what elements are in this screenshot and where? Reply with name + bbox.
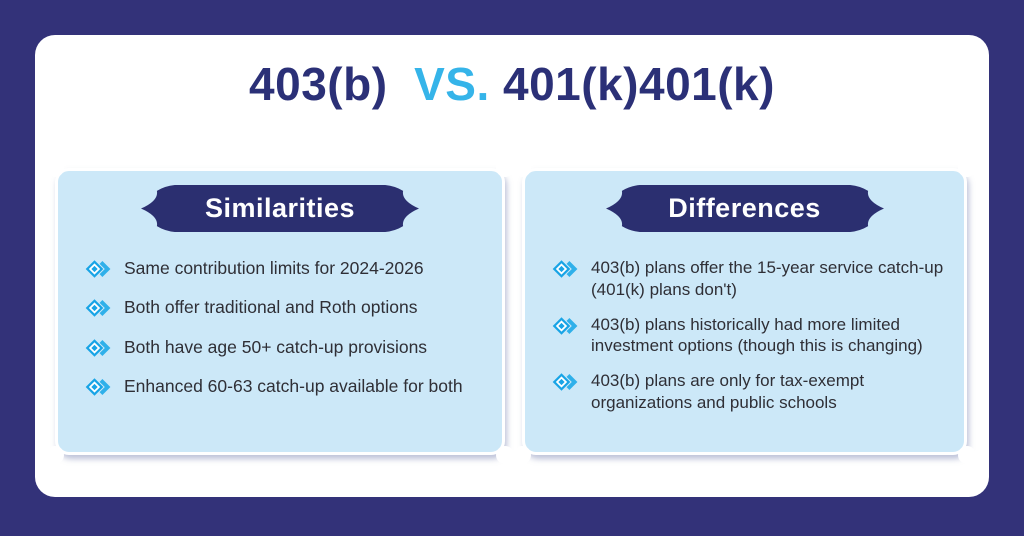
list-item: 403(b) plans offer the 15-year service c… [552, 257, 952, 301]
similarities-panel: Similarities Same contribution limits fo… [46, 159, 514, 464]
diamond-arrow-icon [85, 378, 111, 396]
diamond-arrow-icon [552, 373, 578, 391]
list-item: 403(b) plans are only for tax-exempt org… [552, 370, 952, 414]
list-item-text: Enhanced 60-63 catch-up available for bo… [124, 376, 463, 397]
differences-ribbon: Differences [605, 185, 884, 232]
corner-notch [496, 446, 514, 464]
differences-list: 403(b) plans offer the 15-year service c… [552, 257, 952, 427]
title-right-plan-text: 401(k) [638, 58, 775, 110]
list-item-text: 403(b) plans offer the 15-year service c… [591, 258, 944, 299]
title-vs-text: VS. [414, 58, 490, 110]
diamond-arrow-icon [552, 316, 578, 335]
list-item-text: Both have age 50+ catch-up provisions [124, 336, 428, 357]
list-item: Enhanced 60-63 catch-up available for bo… [85, 375, 490, 397]
list-item-text: 403(b) plans are only for tax-exempt org… [591, 371, 865, 412]
corner-notch [958, 159, 976, 177]
similarities-list: Same contribution limits for 2024-2026 B… [85, 257, 490, 415]
title-left-plan: 403(b) [249, 58, 388, 110]
corner-notch [958, 446, 976, 464]
corner-notch [513, 446, 531, 464]
corner-notch [496, 159, 514, 177]
list-item-text: 403(b) plans historically had more limit… [591, 314, 923, 356]
list-item: Both offer traditional and Roth options [85, 296, 490, 318]
list-item: Same contribution limits for 2024-2026 [85, 257, 490, 279]
differences-header: Differences [668, 193, 821, 223]
diamond-arrow-icon [85, 260, 111, 278]
corner-notch [46, 446, 64, 464]
corner-notch [46, 159, 64, 177]
diamond-arrow-icon [85, 299, 111, 318]
differences-panel: Differences 403(b) plans offer the 15-ye… [513, 159, 976, 464]
similarities-ribbon: Similarities [141, 185, 419, 232]
list-item-text: Same contribution limits for 2024-2026 [124, 258, 424, 278]
list-item-text: Both offer traditional and Roth options [124, 297, 418, 318]
diamond-arrow-icon [552, 260, 578, 278]
infographic-card: 403(b) VS. 401(k)401(k) Similarities [35, 35, 989, 497]
ribbon-banner-shape [605, 185, 884, 232]
corner-notch [513, 159, 531, 177]
diamond-arrow-icon [85, 338, 111, 357]
similarities-header: Similarities [204, 193, 356, 223]
ribbon-banner-shape [141, 185, 419, 232]
list-item: 403(b) plans historically had more limit… [552, 314, 952, 358]
title-vs [401, 58, 414, 110]
title-right-plan: 401(k) [503, 58, 639, 110]
page-title: 403(b) VS. 401(k)401(k) [35, 61, 989, 107]
list-item: Both have age 50+ catch-up provisions [85, 336, 490, 358]
